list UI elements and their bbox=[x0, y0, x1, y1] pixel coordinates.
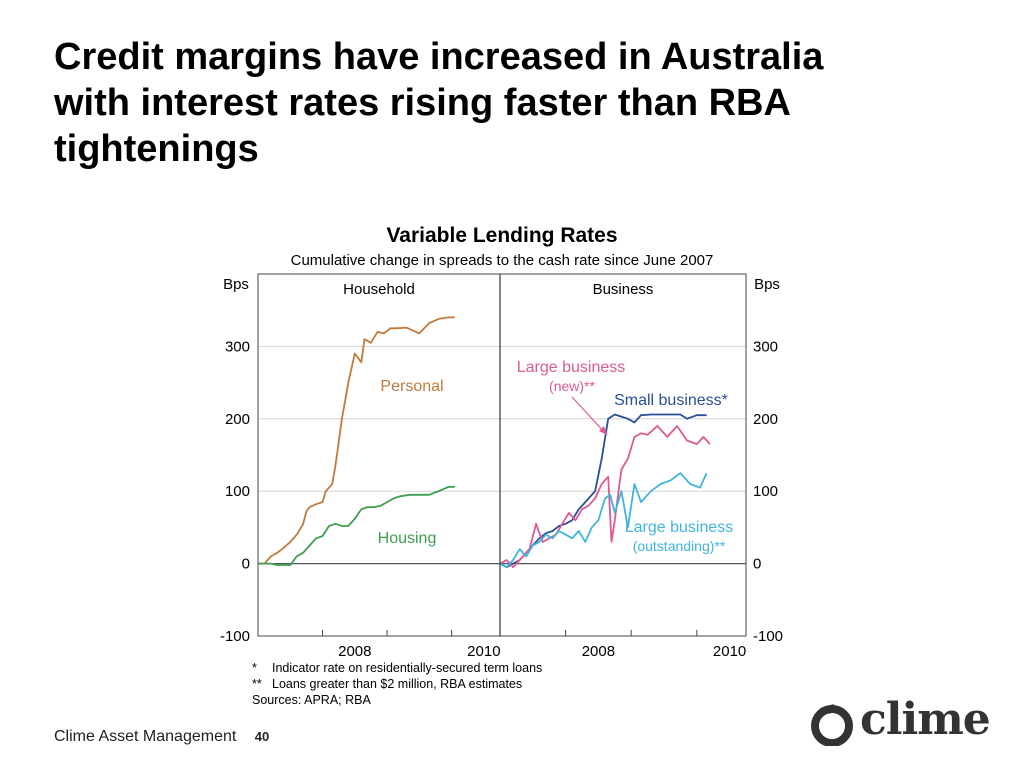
x-tick-label: 2008 bbox=[338, 643, 371, 660]
x-tick-label: 2010 bbox=[467, 643, 500, 660]
chart-footnotes: * Indicator rate on residentially-secured… bbox=[252, 660, 542, 708]
y-tick-label-left: 200 bbox=[225, 411, 250, 428]
clime-logo-icon bbox=[811, 704, 853, 746]
annotation-housing: Housing bbox=[378, 530, 437, 547]
footnote: ** Loans greater than $2 million, RBA est… bbox=[252, 676, 542, 692]
slide-title-line: Credit margins have increased in Austral… bbox=[54, 36, 824, 78]
chart-subtitle: Cumulative change in spreads to the cash… bbox=[291, 252, 714, 269]
gridlines bbox=[258, 345, 746, 636]
footer: Clime Asset Management 40 bbox=[54, 728, 269, 746]
footnote-text: Sources: APRA; RBA bbox=[252, 693, 371, 707]
annotation-large-business-outstanding-sub: (outstanding)** bbox=[633, 538, 726, 554]
footnote: * Indicator rate on residentially-secured… bbox=[252, 660, 542, 676]
annotation-personal: Personal bbox=[380, 378, 443, 395]
chart-title: Variable Lending Rates bbox=[386, 224, 617, 247]
annotation-small-business: Small business* bbox=[614, 392, 728, 409]
footnote: Sources: APRA; RBA bbox=[252, 692, 542, 708]
y-tick-label-right: 0 bbox=[753, 556, 761, 573]
series-line-large-business-outstanding bbox=[499, 472, 708, 569]
slide-title-line: with interest rates rising faster than R… bbox=[54, 82, 791, 124]
series-line-housing bbox=[258, 485, 455, 566]
panel-title-household: Household bbox=[343, 281, 415, 298]
plot-frame bbox=[257, 273, 747, 637]
annotation-arrowhead bbox=[599, 426, 607, 435]
series-line-large-business-new bbox=[499, 425, 711, 569]
y-tick-label-left: 100 bbox=[225, 483, 250, 500]
panel-title-business: Business bbox=[593, 281, 654, 298]
y-tick-label-right: 200 bbox=[753, 411, 778, 428]
y-tick-label-left: 300 bbox=[225, 338, 250, 355]
annotation-large-business-outstanding: Large business bbox=[625, 519, 734, 536]
slide-title: Credit margins have increased in Austral… bbox=[54, 34, 994, 172]
footnote-mark: * bbox=[252, 661, 257, 675]
page-number: 40 bbox=[254, 729, 270, 744]
y-tick-labels: -100 -100 0 0 100 100 200 200 300 300 bbox=[220, 338, 783, 645]
footer-company: Clime Asset Management bbox=[54, 728, 237, 745]
footnote-text: Loans greater than $2 million, RBA estim… bbox=[272, 677, 523, 691]
x-tick-label: 2008 bbox=[582, 643, 615, 660]
y-tick-label-right: 100 bbox=[753, 483, 778, 500]
y-tick-label-right: -100 bbox=[753, 628, 783, 645]
series-lines bbox=[258, 316, 711, 569]
slide-title-line: tightenings bbox=[54, 128, 259, 170]
footnote-text: Indicator rate on residentially-secured … bbox=[272, 661, 543, 675]
clime-logo: clime bbox=[808, 694, 998, 756]
annotation-large-business-new: Large business bbox=[517, 359, 626, 376]
x-tick-label: 2010 bbox=[713, 643, 746, 660]
y-axis-label-left: Bps bbox=[223, 276, 249, 293]
y-axis-label-right: Bps bbox=[754, 276, 780, 293]
x-tick-labels: 2008 2010 2008 2010 bbox=[338, 643, 746, 660]
annotation-large-business-new-sub: (new)** bbox=[549, 378, 595, 394]
series-line-personal bbox=[258, 316, 455, 565]
footnote-mark: ** bbox=[252, 677, 262, 691]
annotation-arrow-large-business-new bbox=[571, 396, 608, 436]
y-tick-label-right: 300 bbox=[753, 338, 778, 355]
clime-logo-wordmark: clime bbox=[860, 694, 991, 745]
y-tick-label-left: -100 bbox=[220, 628, 250, 645]
y-tick-label-left: 0 bbox=[242, 556, 250, 573]
